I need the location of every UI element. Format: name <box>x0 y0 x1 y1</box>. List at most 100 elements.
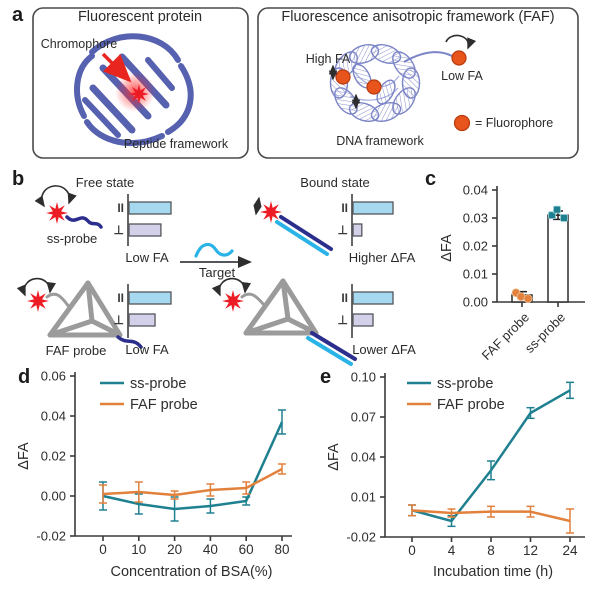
series-ss-probe <box>99 409 286 522</box>
rotation-arrow-icon <box>34 185 77 208</box>
dye-star-icon <box>260 201 282 223</box>
parallel-intensity-bar <box>128 291 172 305</box>
perpendicular-symbol: ⊥ <box>337 223 348 237</box>
perpendicular-symbol: ⊥ <box>113 223 124 237</box>
chromophore-star-icon <box>129 84 149 104</box>
rotation-arrow-icon <box>211 277 251 297</box>
x-axis: 0 4 8 12 24 <box>385 536 585 558</box>
mini-chart-free-faf <box>127 284 172 338</box>
legend: ss-probe FAF probe <box>407 376 505 413</box>
parallel-intensity-bar <box>128 201 172 215</box>
bound-faf-probe-glyph <box>211 277 357 366</box>
bound-faf-caption: Lower ΔFA <box>352 342 416 357</box>
legend-label: FAF probe <box>437 397 505 413</box>
parallel-symbol: II <box>341 201 348 215</box>
protein-box-title: Fluorescent protein <box>77 9 203 25</box>
low-fa-label: Low FA <box>441 69 483 83</box>
bound-ss-caption: Higher ΔFA <box>348 250 416 265</box>
y-tick-label: 0.07 <box>351 410 376 425</box>
perpendicular-intensity-bar <box>128 223 162 237</box>
perpendicular-intensity-bar <box>128 313 156 327</box>
scatter-point <box>560 214 568 222</box>
y-tick-label: 0.00 <box>463 295 488 310</box>
perpendicular-intensity-bar <box>352 223 363 237</box>
duplex-strand <box>310 331 357 361</box>
dye-star-icon <box>27 290 49 312</box>
chart-svg-e: -0.02 0.01 0.04 0.07 0.10 ΔFA 0 4 8 12 24 Incubatio… <box>326 370 585 580</box>
scatter-point <box>548 211 556 220</box>
fluorophore-icon <box>335 69 351 85</box>
fluorophore-legend-icon <box>453 114 471 132</box>
fluorophore-icon <box>451 50 467 66</box>
fluorophore-legend-label: = Fluorophore <box>475 116 554 130</box>
perpendicular-symbol: ⊥ <box>113 313 124 327</box>
panel-c-label: c <box>425 168 437 190</box>
x-tick-label: 80 <box>274 542 289 557</box>
series-FAF-probe <box>99 463 286 504</box>
x-tick-label: 24 <box>562 543 578 558</box>
chart-line-bsa-concentration: -0.02 0.00 0.02 0.04 0.06 ΔFA 0 10 20 40 60 80 Conce… <box>0 362 305 592</box>
chromophore-arrow-icon <box>101 52 132 83</box>
y-tick-label: -0.02 <box>36 529 66 544</box>
y-tick-label: 0.00 <box>41 489 66 504</box>
scatter-point <box>553 205 561 214</box>
y-axis-title: ΔFA <box>439 234 455 262</box>
y-axis: -0.02 0.00 0.02 0.04 0.06 <box>36 369 76 544</box>
mini-fa-bar-charts <box>127 194 394 338</box>
panel-b-label: b <box>12 168 25 190</box>
free-state-header: Free state <box>75 175 135 190</box>
y-tick-label: 0.01 <box>351 490 376 505</box>
duplex-strand <box>306 336 353 366</box>
parallel-symbol: II <box>341 291 348 305</box>
parallel-symbol: II <box>117 201 124 215</box>
chart-bar-dfa-probes: 0.00 0.01 0.02 0.03 0.04 ΔFA FAF probe ss-probe <box>415 170 600 365</box>
x-tick-label: FAF probe <box>479 310 533 364</box>
mini-chart-bound-faf <box>351 284 394 338</box>
dangling-strand <box>403 51 453 63</box>
tetrahedron-icon <box>243 278 319 336</box>
y-axis: 0.00 0.01 0.02 0.03 0.04 <box>463 183 498 310</box>
target-label: Target <box>198 265 236 280</box>
y-axis-title: ΔFA <box>16 442 32 470</box>
y-tick-label: 0.04 <box>351 450 376 465</box>
peptide-framework-label: Peptide framework <box>123 137 229 151</box>
chromophore-glow <box>115 72 155 112</box>
parallel-intensity-bar <box>352 201 394 215</box>
x-tick-label: 60 <box>239 542 254 557</box>
y-tick-label: 0.03 <box>463 211 488 226</box>
y-tick-label: 0.02 <box>463 239 488 254</box>
parallel-intensity-bar <box>352 291 394 305</box>
x-axis-title: Concentration of BSA(%) <box>111 564 273 580</box>
ssdna-strand <box>116 335 143 349</box>
error-bar <box>566 381 574 400</box>
ss-probe-label: ss-probe <box>46 231 98 246</box>
y-tick-label: 0.10 <box>351 370 376 385</box>
duplex-strand <box>275 220 329 256</box>
high-fa-label: High FA <box>305 52 351 66</box>
x-tick-label: ss-probe <box>522 310 568 356</box>
panel-a-label: a <box>12 4 24 26</box>
y-tick-label: 0.06 <box>41 369 66 384</box>
mini-chart-free-ss <box>127 194 172 246</box>
x-tick-label: 40 <box>203 542 218 557</box>
faf-probe-label: FAF probe <box>45 343 107 358</box>
linker <box>45 292 71 309</box>
target-strand-icon <box>194 242 234 258</box>
rotation-arrow-icon <box>16 277 56 297</box>
duplex-strand <box>279 215 333 251</box>
restricted-motion-arrow-icon <box>253 196 262 216</box>
legend-label: FAF probe <box>130 397 198 413</box>
y-tick-label: 0.04 <box>463 183 488 198</box>
series-line <box>102 467 283 497</box>
bound-ss-probe-glyph <box>253 196 333 256</box>
fluorophore-icon <box>366 79 382 95</box>
x-tick-label: 8 <box>487 543 495 558</box>
legend-label: ss-probe <box>437 376 493 392</box>
panel-e-label: e <box>320 366 332 388</box>
y-tick-label: 0.04 <box>41 409 66 424</box>
parallel-symbol: II <box>117 291 124 305</box>
x-axis: 0 10 20 40 60 80 <box>75 535 292 557</box>
